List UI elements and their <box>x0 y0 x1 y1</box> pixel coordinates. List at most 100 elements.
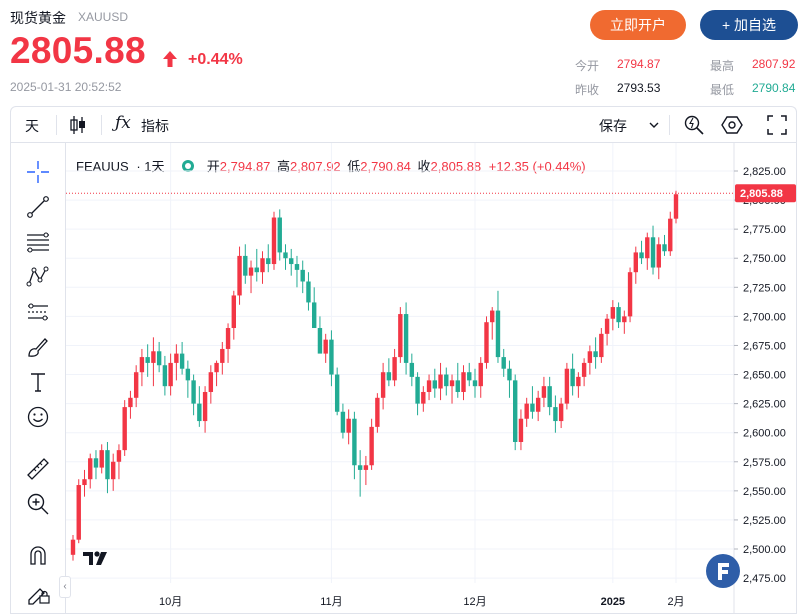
candle-body <box>105 450 110 480</box>
zoom-in-icon[interactable] <box>25 491 51 517</box>
text-tool-icon[interactable] <box>25 369 51 395</box>
fx-icon[interactable]: ƒx <box>115 113 131 133</box>
crosshair-icon[interactable] <box>25 159 51 185</box>
candle-body <box>363 465 369 470</box>
emoji-icon[interactable] <box>25 404 51 430</box>
lock-drawings-icon[interactable] <box>25 579 51 605</box>
candle-body <box>197 403 202 422</box>
candle-body <box>156 351 162 366</box>
interval-selector[interactable]: 天 <box>25 118 39 134</box>
candle-body <box>553 407 558 422</box>
candle-body <box>513 380 518 442</box>
candle-body <box>346 418 351 433</box>
chevron-down-icon[interactable] <box>649 121 659 129</box>
candle-body <box>426 380 432 392</box>
candle-body <box>323 339 328 354</box>
candle-body <box>231 295 236 329</box>
price-chart[interactable]: 2,475.00 2,500.00 2,525.00 2,550.00 2,575.00… <box>66 143 796 613</box>
legend-low-value: 2,790.84 <box>360 159 411 174</box>
candle-body <box>541 386 547 398</box>
high-label: 最高 <box>710 59 735 73</box>
candle-body <box>214 362 219 373</box>
magnet-icon[interactable] <box>25 542 51 568</box>
y-tick-label: 2,500.00 <box>743 544 786 556</box>
price-change-percent: +0.44% <box>188 51 243 68</box>
legend-interval: · 1天 <box>136 159 165 174</box>
candle-body <box>403 314 409 363</box>
prev-close-label: 昨收 <box>575 83 600 97</box>
candle-body <box>202 391 208 422</box>
low-value: 2790.84 <box>752 81 796 95</box>
last-price-badge <box>735 184 796 203</box>
last-price-label: 2,805.88 <box>740 188 783 200</box>
candle-body <box>576 376 581 387</box>
pattern-icon[interactable] <box>25 264 51 290</box>
tradingview-logo <box>80 545 112 571</box>
up-arrow-icon <box>163 51 177 67</box>
candle-body <box>116 450 122 462</box>
candle-body <box>122 407 127 451</box>
candle-body <box>271 217 277 265</box>
instrument-name: 现货黄金 <box>10 10 66 26</box>
candles <box>70 190 679 561</box>
x-tick-label: 2月 <box>667 596 684 608</box>
candle-body <box>380 372 386 398</box>
legend-close-label: 收 <box>417 159 431 174</box>
indicators-button[interactable]: 指标 <box>141 118 169 134</box>
candle-body <box>478 362 483 387</box>
candle-body <box>162 365 168 387</box>
y-tick-label: 2,625.00 <box>743 399 786 411</box>
y-tick-label: 2,650.00 <box>743 370 786 382</box>
fib-retracement-icon[interactable] <box>25 229 51 255</box>
candle-body <box>616 307 621 323</box>
x-tick-label: 12月 <box>463 596 486 608</box>
legend-open-label: 开 <box>206 159 220 174</box>
candle-body <box>208 372 214 392</box>
fullscreen-icon[interactable] <box>767 115 787 135</box>
candle-body <box>610 307 616 319</box>
brush-icon[interactable] <box>25 334 51 360</box>
candle-body <box>530 403 535 412</box>
candle-body <box>179 353 185 369</box>
high-value: 2807.92 <box>752 57 796 71</box>
candle-body <box>627 272 633 317</box>
candle-body <box>133 372 139 398</box>
candle-body <box>535 397 541 412</box>
candle-body <box>673 194 679 219</box>
candle-body <box>277 217 282 253</box>
ruler-icon[interactable] <box>25 456 51 482</box>
watermark-logo <box>706 554 740 588</box>
settings-icon[interactable] <box>721 114 743 136</box>
y-tick-label: 2,675.00 <box>743 340 786 352</box>
candle-body <box>357 465 363 470</box>
candle-body <box>237 255 242 296</box>
candlestick-type-icon[interactable] <box>69 115 87 135</box>
legend-visibility-icon[interactable] <box>182 160 195 172</box>
candle-body <box>139 357 145 373</box>
trend-line-icon[interactable] <box>25 194 51 220</box>
candle-body <box>260 258 265 273</box>
candle-body <box>248 267 254 276</box>
candle-body <box>409 362 415 377</box>
y-tick-label: 2,550.00 <box>743 486 786 498</box>
candle-body <box>76 485 81 540</box>
chart-grid <box>66 143 734 583</box>
save-button[interactable]: 保存 <box>599 118 627 134</box>
candle-body <box>415 376 420 404</box>
candle-body <box>507 368 512 381</box>
candle-body <box>495 310 501 358</box>
y-tick-label: 2,475.00 <box>743 573 786 585</box>
add-watchlist-button[interactable]: + 加自选 <box>700 10 798 40</box>
candle-body <box>570 368 575 387</box>
legend-low-label: 低 <box>347 159 361 174</box>
chart-toolbar: 天 ƒx 指标 保存 <box>10 106 797 142</box>
candle-body <box>225 328 231 349</box>
candle-body <box>564 368 570 404</box>
y-tick-label: 2,525.00 <box>743 515 786 527</box>
prediction-icon[interactable] <box>25 299 51 325</box>
candle-body <box>82 479 87 486</box>
legend-high-value: 2,807.92 <box>290 159 341 174</box>
open-account-button[interactable]: 立即开户 <box>590 10 686 40</box>
quick-search-icon[interactable] <box>683 114 705 136</box>
toolbar-collapse-handle[interactable]: ‹ <box>59 576 71 598</box>
